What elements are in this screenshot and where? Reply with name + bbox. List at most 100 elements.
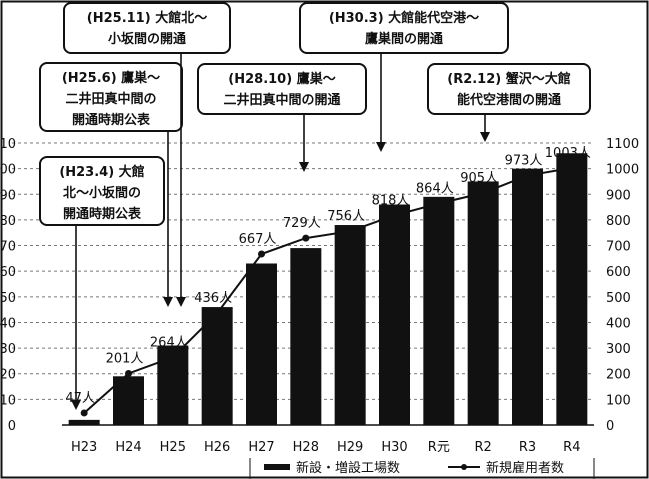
data-label-R4: 1003人 [545, 146, 591, 161]
y-left-tick-1: 10 [0, 393, 16, 408]
bar-series [68, 153, 588, 426]
annotation-3: (H28.10) 鷹巣～ 二井田真中間の開通 [197, 63, 367, 172]
bar-H30 [379, 204, 410, 425]
bar-H23 [68, 419, 100, 425]
y-left-tick-3: 30 [0, 342, 16, 357]
y-right-tick-7: 700 [606, 240, 631, 255]
y-left-tick-7: 70 [0, 240, 16, 255]
annotation-5-line-1: 能代空港間の開通 [457, 92, 561, 108]
annotation-4-line-1: 鷹巣間の開通 [365, 31, 443, 47]
annotation-arrow-head-2 [176, 297, 186, 307]
bar-R4 [556, 153, 588, 425]
data-label-H23: 47人 [65, 391, 95, 406]
y-right-tick-2: 200 [606, 368, 631, 383]
line-point-H27 [258, 250, 265, 258]
y-right-tick-11: 1100 [606, 137, 639, 152]
y-left-tick-6: 60 [0, 265, 16, 280]
x-tick-4: H27 [248, 440, 274, 455]
annotation-3-line-1: 二井田真中間の開通 [223, 92, 340, 108]
line-point-R3 [524, 172, 531, 180]
annotation-box-3 [197, 63, 367, 115]
y-right-tick-10: 1000 [606, 163, 639, 178]
line-point-H23 [80, 409, 88, 417]
axes: 0102030405060708090100110010020030040050… [0, 137, 639, 455]
annotation-box-4 [299, 2, 509, 54]
annotation-arrow-head-4 [376, 142, 386, 152]
y-left-tick-4: 40 [0, 316, 16, 331]
line-series: 47人 201人 264人 436人 667人 729人 756人 818人 864人 905人 9… [65, 146, 591, 417]
line-point-R元 [435, 200, 443, 208]
bar-H28 [290, 248, 322, 425]
annotation-arrow-head-5 [480, 132, 490, 142]
legend-bar-swatch [264, 464, 290, 470]
annotation-5-line-0: (R2.12) 蟹沢～大館 [447, 71, 571, 87]
bar-H24 [113, 376, 144, 425]
x-tick-9: R2 [475, 440, 492, 455]
line-point-H29 [346, 227, 354, 235]
data-label-R2: 905人 [460, 171, 498, 186]
annotation-4: (H30.3) 大館能代空港～ 鷹巣間の開通 [299, 2, 509, 152]
annotation-box-2 [63, 2, 231, 54]
data-label-H26: 436人 [194, 291, 232, 306]
annotation-box-5 [427, 63, 591, 115]
data-label-H24: 201人 [106, 351, 144, 366]
annotation-1-line-2: 開通時期公表 [72, 112, 151, 128]
y-right-tick-6: 600 [606, 265, 631, 280]
legend: 新設・増設工場数 新規雇用者数 [249, 458, 595, 479]
x-tick-1: H24 [115, 440, 141, 455]
bar-H29 [334, 225, 366, 425]
data-label-H29: 756人 [327, 209, 365, 224]
annotation-0-line-2: 開通時期公表 [63, 206, 142, 222]
line-point-H26 [213, 309, 221, 317]
annotation-2-line-0: (H25.11) 大館北～ [87, 10, 207, 26]
bar-H26 [201, 307, 233, 425]
line-point-H25 [169, 353, 177, 361]
data-label-H25: 264人 [150, 335, 188, 350]
x-tick-11: R4 [563, 440, 580, 455]
y-right-tick-0: 0 [606, 419, 614, 434]
y-left-tick-5: 50 [0, 291, 16, 306]
line-point-H30 [391, 211, 398, 219]
data-label-R3: 973人 [505, 154, 543, 169]
bar-R3 [512, 168, 543, 426]
x-tick-5: H28 [293, 440, 319, 455]
x-tick-8: R元 [428, 440, 450, 455]
annotation-3-line-0: (H28.10) 鷹巣～ [228, 71, 335, 87]
legend-bar-label: 新設・増設工場数 [296, 460, 400, 476]
annotation-2: (H25.11) 大館北～ 小坂間の開通 [63, 2, 231, 307]
annotation-box-1 [39, 62, 183, 132]
annotation-2-line-1: 小坂間の開通 [108, 31, 186, 47]
data-label-R元: 864人 [416, 182, 454, 197]
data-label-H27: 667人 [239, 232, 277, 247]
line-point-H28 [302, 234, 310, 242]
legend-line-marker [461, 464, 467, 470]
legend-line-label: 新規雇用者数 [486, 460, 564, 476]
y-right-tick-4: 400 [606, 316, 631, 331]
annotation-arrow-head-0 [71, 400, 81, 410]
x-tick-0: H23 [71, 440, 97, 455]
x-tick-10: R3 [519, 440, 536, 455]
bar-H27 [246, 263, 277, 425]
x-tick-7: H30 [381, 440, 407, 455]
annotation-arrow-head-3 [299, 162, 309, 172]
y-right-tick-3: 300 [606, 342, 631, 357]
y-left-tick-11: 110 [0, 137, 16, 152]
y-left-tick-0: 0 [8, 419, 16, 434]
data-label-H28: 729人 [283, 216, 321, 231]
annotation-arrow-head-1 [163, 297, 173, 307]
y-right-tick-9: 900 [606, 188, 631, 203]
annotation-4-line-0: (H30.3) 大館能代空港～ [329, 10, 479, 26]
annotation-box-0 [39, 156, 165, 226]
annotation-1-line-1: 二井田真中間の [65, 91, 156, 107]
y-right-tick-1: 100 [606, 393, 631, 408]
line-path [83, 166, 573, 414]
bar-R元 [423, 196, 455, 425]
y-left-tick-2: 20 [0, 368, 16, 383]
